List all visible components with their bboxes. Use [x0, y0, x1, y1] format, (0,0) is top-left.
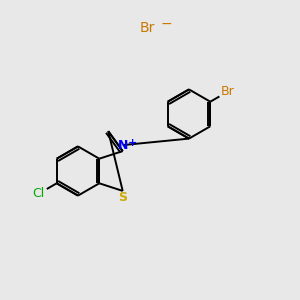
Text: +: + — [128, 138, 137, 148]
Text: Cl: Cl — [32, 187, 45, 200]
Text: Br: Br — [139, 22, 155, 35]
Text: −: − — [161, 17, 172, 31]
Text: N: N — [118, 139, 128, 152]
Text: S: S — [118, 191, 127, 204]
Text: Br: Br — [220, 85, 234, 98]
